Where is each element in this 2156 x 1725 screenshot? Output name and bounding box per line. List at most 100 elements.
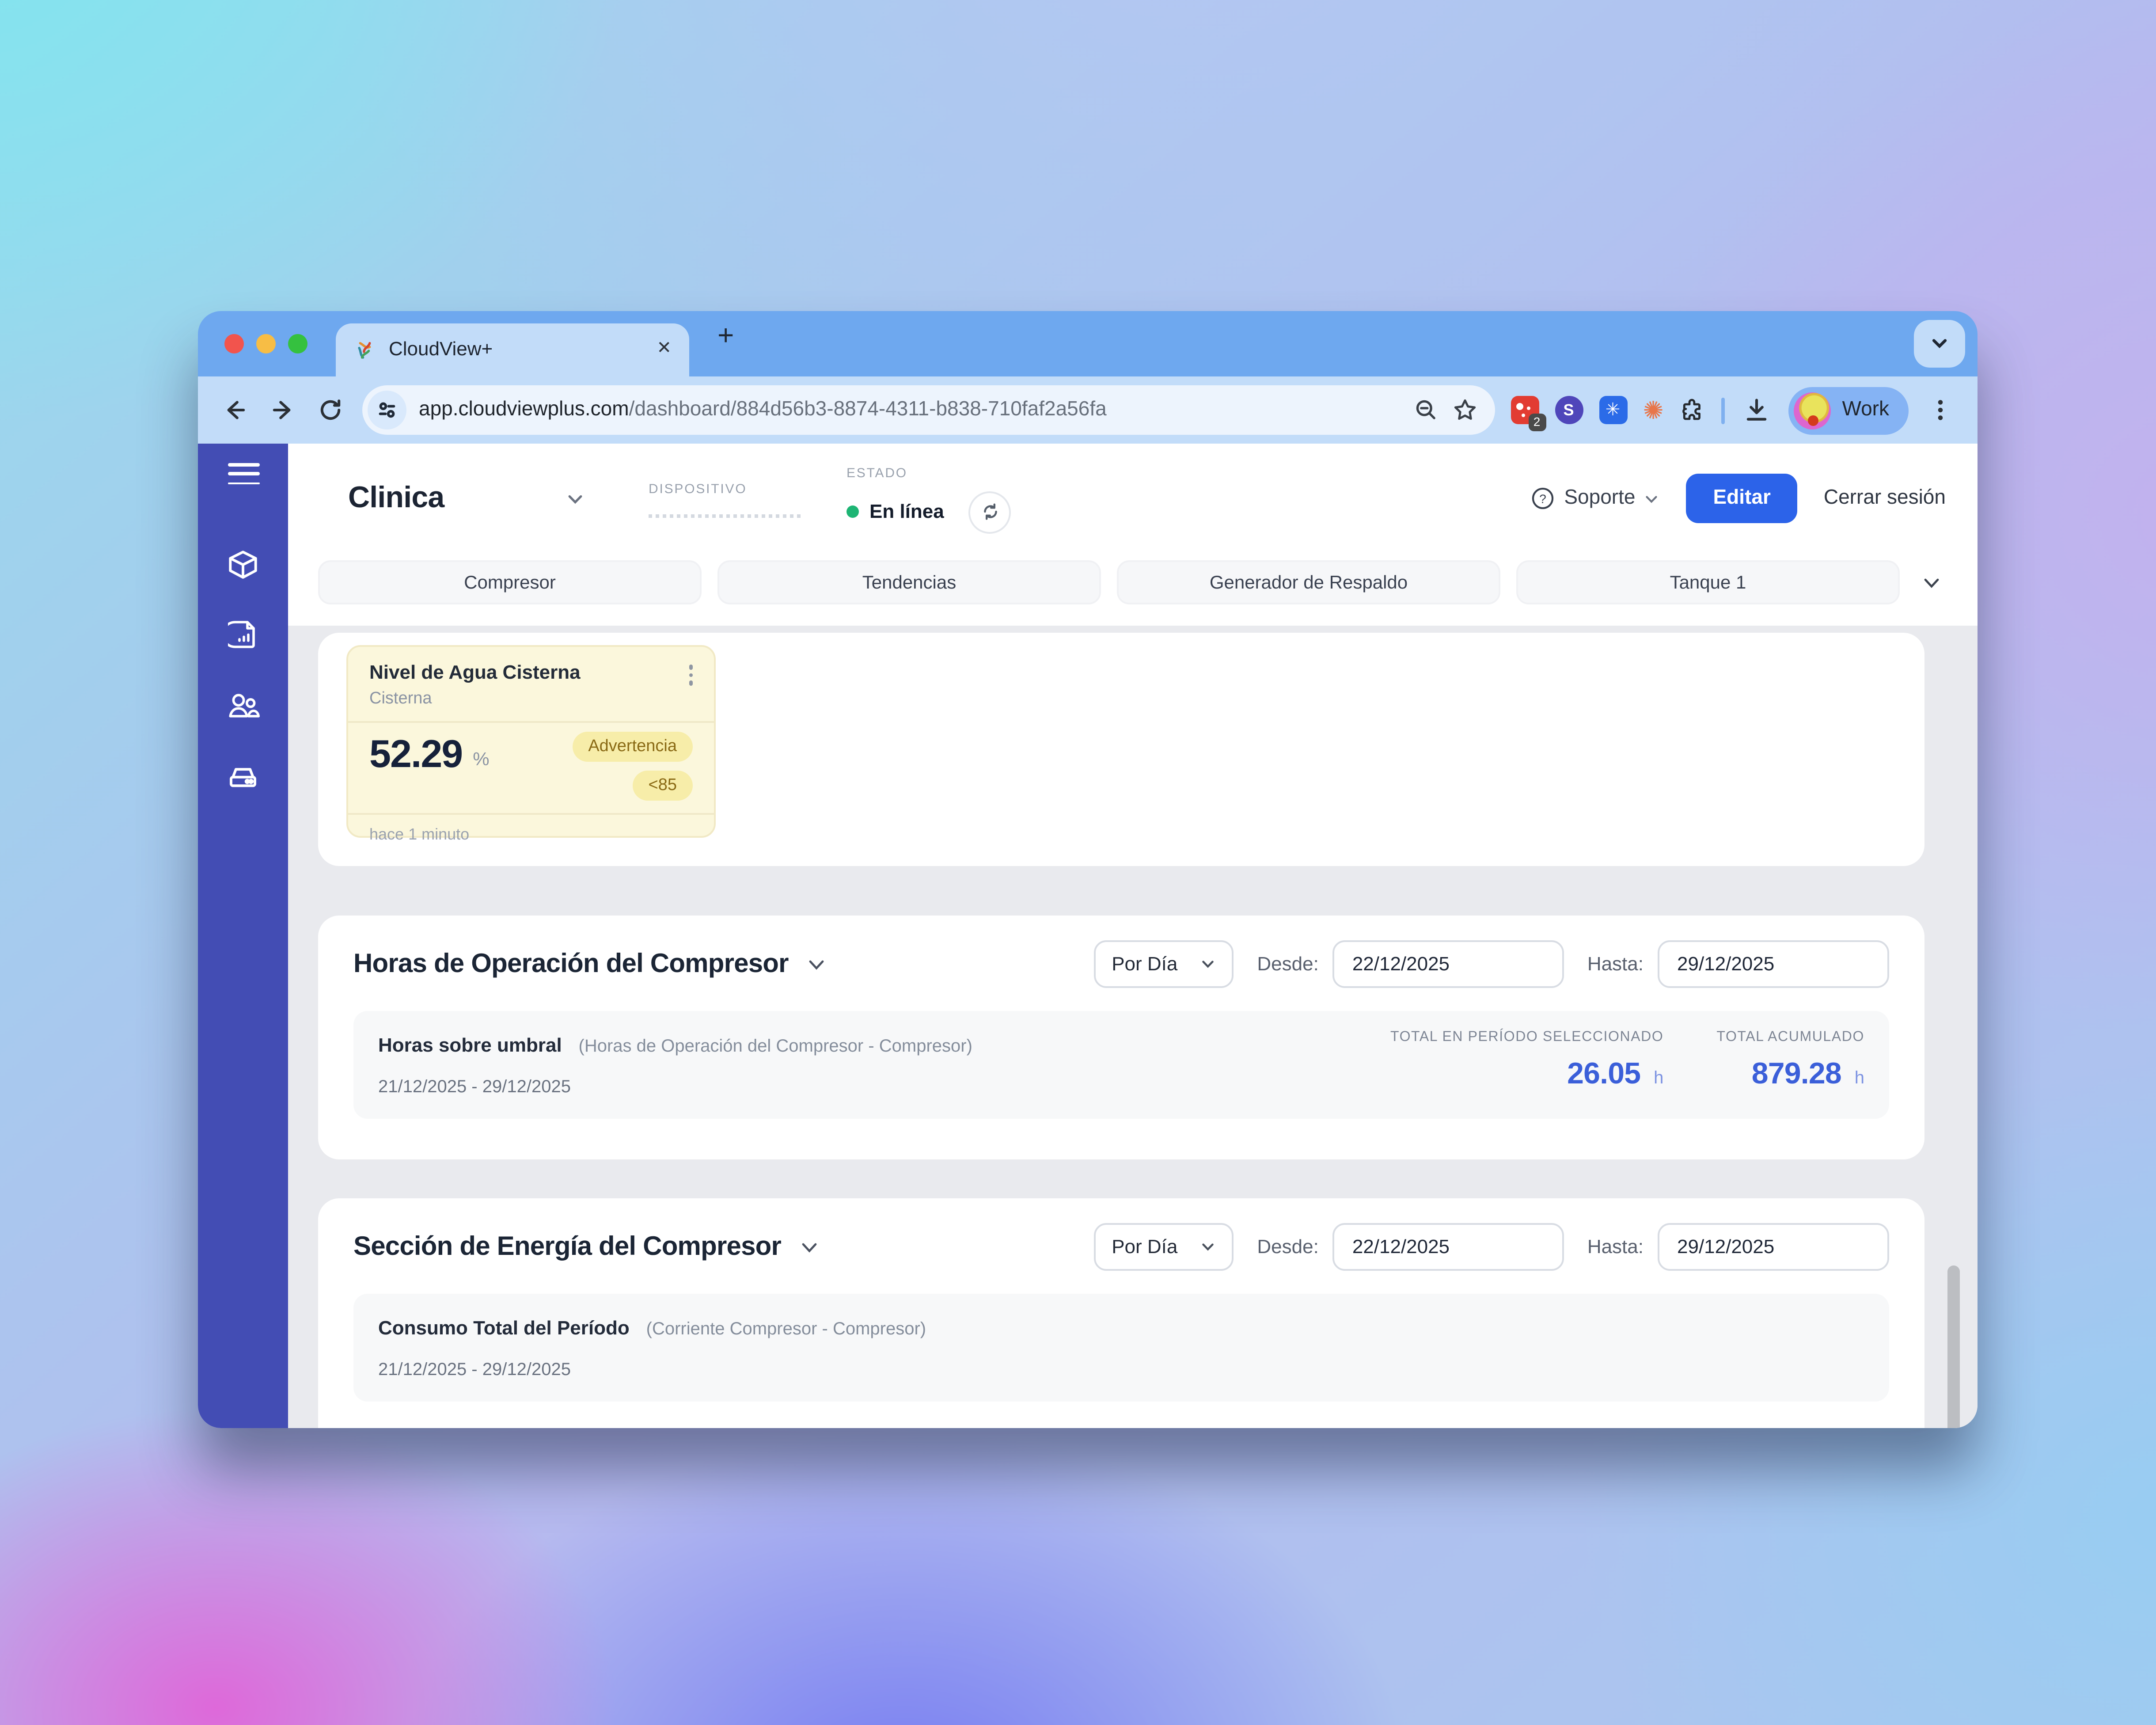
support-menu[interactable]: ? Soporte: [1530, 486, 1660, 511]
device-tabs: Compresor Tendencias Generador de Respal…: [288, 553, 1978, 626]
zoom-out-icon[interactable]: [1413, 398, 1438, 422]
extension-red-icon[interactable]: 2: [1510, 396, 1546, 431]
period-select[interactable]: Por Día: [1094, 1223, 1234, 1271]
profile-avatar: [1794, 391, 1832, 429]
card-title: Nivel de Agua Cisterna: [369, 663, 581, 684]
section-collapse-button[interactable]: [799, 1236, 820, 1258]
extension-starburst-icon[interactable]: ✺: [1643, 395, 1664, 423]
total-accumulated-unit: h: [1854, 1069, 1864, 1089]
sidebar-item-storage[interactable]: [216, 750, 270, 803]
sidebar-item-users[interactable]: [216, 680, 270, 733]
status-online-dot: [846, 505, 859, 518]
hours-metric-row: Horas sobre umbral (Horas de Operación d…: [353, 1011, 1889, 1119]
tab-generador[interactable]: Generador de Respaldo: [1117, 560, 1500, 604]
chevron-down-icon: [1924, 578, 1939, 587]
minimize-window-button[interactable]: [256, 334, 276, 353]
downloads-button[interactable]: [1742, 394, 1773, 426]
from-date-input[interactable]: [1332, 940, 1564, 988]
tab-close-icon[interactable]: ✕: [657, 339, 672, 359]
status-value: En línea: [869, 501, 944, 522]
tab-title: CloudView+: [389, 339, 493, 361]
to-date-input[interactable]: [1658, 940, 1889, 988]
app-sidebar: [198, 444, 288, 1428]
to-label: Hasta:: [1587, 1236, 1644, 1258]
device-block: DISPOSITIVO: [649, 480, 811, 517]
status-label: ESTADO: [846, 464, 907, 480]
device-label: DISPOSITIVO: [649, 480, 747, 496]
site-selector[interactable]: Clinica: [348, 481, 585, 516]
chevron-down-icon: [1932, 339, 1947, 349]
card-updated: hace 1 minuto: [369, 825, 470, 842]
browser-tabstrip: CloudView+ ✕ +: [198, 311, 1978, 376]
tab-tendencias[interactable]: Tendencias: [717, 560, 1101, 604]
energy-metric-row: Consumo Total del Período (Corriente Com…: [353, 1294, 1889, 1402]
metric-meta: (Horas de Operación del Compresor - Comp…: [578, 1037, 972, 1057]
extension-s-icon[interactable]: S: [1554, 396, 1583, 424]
app-header: Clinica DISPOSITIVO ESTADO En línea: [288, 444, 1978, 553]
extension-snowflake-icon[interactable]: ✳: [1598, 396, 1627, 424]
tab-compresor[interactable]: Compresor: [318, 560, 702, 604]
status-block: ESTADO En línea: [846, 464, 1011, 533]
site-settings-icon[interactable]: [368, 391, 406, 429]
card-menu-button[interactable]: [688, 663, 693, 685]
sidebar-nav: [216, 538, 270, 803]
url-path: /dashboard/884d56b3-8874-4311-b838-710fa…: [629, 399, 1107, 421]
close-window-button[interactable]: [224, 334, 244, 353]
logout-link[interactable]: Cerrar sesión: [1823, 488, 1946, 509]
profile-chip[interactable]: Work: [1789, 386, 1909, 434]
refresh-status-button[interactable]: [968, 490, 1011, 533]
threshold-badge: <85: [632, 770, 693, 800]
extensions-puzzle-icon[interactable]: [1680, 397, 1706, 423]
forward-button[interactable]: [267, 394, 299, 426]
metric-name: Horas sobre umbral: [378, 1036, 562, 1057]
cloudview-favicon: [358, 341, 371, 358]
drive-icon: [230, 768, 256, 787]
refresh-icon: [983, 503, 997, 520]
card-divider: [348, 720, 714, 722]
period-select[interactable]: Por Día: [1094, 940, 1234, 988]
metric-meta: (Corriente Compresor - Compresor): [646, 1320, 926, 1340]
back-button[interactable]: [219, 394, 251, 426]
sidebar-menu-button[interactable]: [227, 463, 259, 485]
new-tab-button[interactable]: +: [717, 322, 734, 352]
reload-button[interactable]: [315, 394, 346, 426]
address-bar[interactable]: app.cloudviewplus.com/dashboard/884d56b3…: [362, 385, 1495, 435]
dashboard-content: Nivel de Agua Cisterna Cisterna 52.29 % …: [288, 633, 1978, 1428]
browser-window: CloudView+ ✕ + app.cloudvie: [198, 311, 1978, 1428]
chevron-down-icon: [1203, 961, 1215, 968]
to-date-input[interactable]: [1658, 1223, 1889, 1271]
tab-tanque1[interactable]: Tanque 1: [1516, 560, 1900, 604]
page-scrollbar-thumb[interactable]: [1947, 1265, 1960, 1428]
browser-tab[interactable]: CloudView+ ✕: [336, 323, 689, 376]
from-label: Desde:: [1257, 1236, 1319, 1258]
section-collapse-button[interactable]: [806, 954, 827, 975]
energy-section: Sección de Energía del Compresor Por Día…: [318, 1198, 1924, 1428]
browser-menu-button[interactable]: [1924, 394, 1956, 426]
omnibox-actions: [1413, 398, 1477, 422]
from-date-input[interactable]: [1332, 1223, 1564, 1271]
tabs-overflow-button[interactable]: [1916, 572, 1947, 593]
maximize-window-button[interactable]: [288, 334, 307, 353]
site-name: Clinica: [348, 481, 444, 514]
chevron-down-icon: [802, 1242, 817, 1252]
help-icon: ?: [1532, 487, 1554, 509]
header-actions: ? Soporte Editar Cerrar sesión: [1530, 474, 1946, 523]
total-selected-unit: h: [1654, 1069, 1664, 1089]
url-text: app.cloudviewplus.com/dashboard/884d56b3…: [419, 399, 1401, 421]
chevron-down-icon: [1646, 495, 1658, 502]
support-label: Soporte: [1564, 488, 1636, 509]
water-level-card: Nivel de Agua Cisterna Cisterna 52.29 % …: [346, 645, 716, 842]
sidebar-item-reports[interactable]: [216, 609, 270, 662]
bookmark-star-icon[interactable]: [1452, 398, 1477, 422]
users-icon: [229, 693, 260, 718]
sidebar-item-devices[interactable]: [216, 538, 270, 591]
edit-button[interactable]: Editar: [1686, 474, 1797, 523]
section-title: Horas de Operación del Compresor: [353, 949, 789, 979]
tab-search-button[interactable]: [1914, 320, 1965, 368]
card-divider: [348, 812, 714, 814]
metric-name: Consumo Total del Período: [378, 1318, 630, 1340]
chevron-down-icon: [568, 494, 582, 503]
svg-text:?: ?: [1540, 492, 1547, 506]
extension-badge: 2: [1528, 414, 1546, 431]
